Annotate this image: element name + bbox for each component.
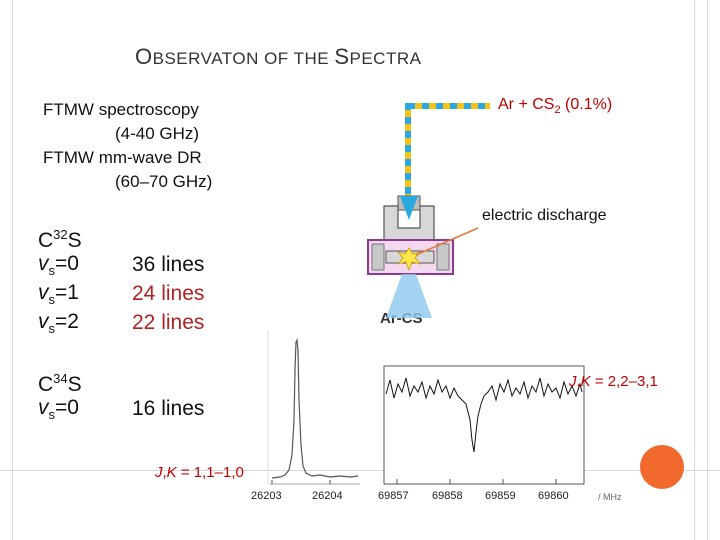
gas-line	[405, 103, 490, 205]
line-count-c32s-v2: 22 lines	[132, 311, 205, 334]
method-ftmw-range: (4-40 GHz)	[115, 124, 200, 143]
tick-left-1: 26203	[251, 490, 282, 502]
tick-right-1: 69857	[378, 490, 409, 502]
transition-label-left: J,K = 1,1–1,0	[155, 464, 244, 481]
slide-frame-right	[694, 0, 708, 540]
discharge-label: electric discharge	[482, 207, 607, 224]
line-count-c32s-v1: 24 lines	[132, 282, 205, 305]
line-count-c32s-v0: 36 lines	[132, 253, 205, 276]
spectrum-right	[383, 365, 585, 485]
isotope-c34s: C34S	[38, 371, 82, 396]
method-ftmw: FTMW spectroscopy	[43, 100, 199, 119]
spectrum-left	[267, 330, 360, 485]
tick-left-2: 26204	[312, 490, 343, 502]
corner-circle-decoration	[640, 445, 684, 489]
frequency-unit: / MHz	[598, 492, 622, 502]
beam-plume	[386, 274, 432, 318]
discharge-pointer	[415, 227, 479, 256]
slide-frame-bottom	[0, 470, 720, 471]
gas-mixture-label: Ar + CS2 (0.1%)	[498, 96, 613, 117]
slide-title: OBSERVATON OF THE SPECTRA	[135, 44, 422, 69]
slide-frame-left	[12, 0, 13, 540]
isotope-c32s: C32S	[38, 227, 82, 252]
state-c32s-v2: vs=2	[38, 310, 79, 337]
state-c32s-v0: vs=0	[38, 252, 79, 279]
state-c34s-v0: vs=0	[38, 396, 79, 423]
transition-label-right: J,K = 2,2–3,1	[569, 373, 658, 390]
discharge-spark-icon	[396, 247, 422, 272]
tick-right-3: 69859	[485, 490, 516, 502]
state-c32s-v1: vs=1	[38, 281, 79, 308]
method-dr: FTMW mm-wave DR	[43, 148, 202, 167]
tick-right-4: 69860	[538, 490, 569, 502]
line-count-c34s-v0: 16 lines	[132, 397, 205, 420]
tick-right-2: 69858	[432, 490, 463, 502]
method-dr-range: (60–70 GHz)	[115, 172, 213, 191]
